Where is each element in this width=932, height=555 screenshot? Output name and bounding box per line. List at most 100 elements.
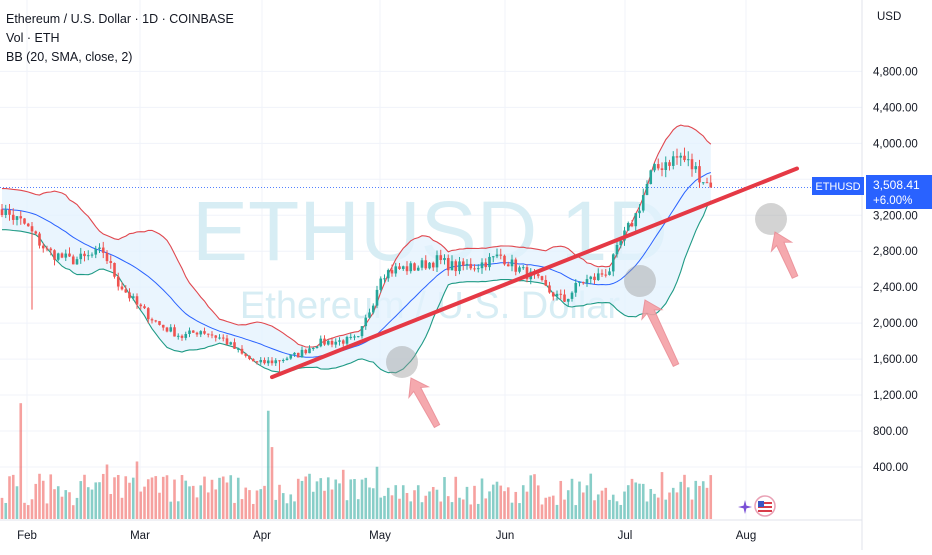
volume-bar — [124, 476, 128, 519]
candle — [611, 254, 615, 272]
volume-bar — [218, 477, 221, 519]
volume-bar — [296, 478, 300, 519]
volume-bars — [0, 403, 713, 519]
volume-bar — [686, 487, 690, 519]
volume-bar — [608, 499, 611, 519]
bb-upper — [2, 124, 712, 348]
volume-bar — [593, 500, 596, 519]
volume-bar — [555, 504, 559, 519]
volume-bar — [420, 502, 424, 519]
volume-bar — [19, 403, 23, 519]
candle — [308, 348, 311, 354]
candle — [263, 359, 266, 364]
candle — [150, 319, 154, 321]
arrow-annotation — [641, 299, 680, 367]
candle — [180, 335, 184, 338]
candle — [536, 274, 540, 277]
candle — [146, 308, 150, 320]
volume-bar — [64, 490, 68, 519]
volume-bar — [600, 490, 604, 519]
volume-bar — [4, 502, 8, 519]
legend-bollinger[interactable]: BB (20, SMA, close, 2) — [6, 50, 133, 64]
volume-bar — [698, 485, 701, 519]
volume-bar — [173, 479, 176, 519]
volume-bar — [259, 489, 263, 519]
candle — [113, 262, 116, 277]
candle — [596, 273, 600, 281]
bb-basis — [2, 172, 711, 358]
candle — [653, 164, 656, 171]
candle — [323, 338, 326, 345]
volume-bar — [150, 477, 154, 519]
candle — [608, 271, 611, 275]
candle — [566, 298, 570, 302]
volume-bar — [255, 490, 259, 519]
volume-bar — [188, 486, 191, 519]
volume-bar — [705, 487, 709, 519]
volume-bar — [308, 473, 311, 519]
volume-bar — [225, 482, 229, 519]
volume-bar — [8, 476, 11, 519]
volume-bar — [514, 491, 518, 519]
legend-title[interactable]: Ethereum / U.S. Dollar · 1D · COINBASE — [6, 12, 234, 26]
candle — [465, 263, 469, 266]
candle — [641, 195, 645, 211]
volume-bar — [645, 501, 649, 519]
candle — [499, 254, 503, 256]
volume-bar — [15, 486, 19, 519]
arrow-annotation — [408, 377, 441, 429]
volume-bar — [165, 475, 169, 519]
annotations — [270, 166, 799, 429]
y-tick-label: 3,200.00 — [873, 210, 918, 222]
candle — [424, 260, 428, 269]
flag-badge-icon[interactable] — [754, 495, 776, 522]
candle — [229, 342, 233, 345]
volume-bar — [683, 474, 686, 519]
legend-volume[interactable]: Vol · ETH — [6, 31, 60, 45]
candle — [165, 327, 169, 332]
volume-bar — [589, 473, 593, 519]
candle — [675, 156, 679, 158]
candle — [491, 256, 495, 258]
candle — [581, 282, 585, 284]
candle — [615, 245, 619, 255]
candle — [289, 354, 293, 359]
bb-lower — [2, 200, 712, 374]
volume-bar — [338, 483, 341, 519]
candle — [383, 278, 386, 280]
candle — [143, 306, 146, 309]
volume-bar — [668, 492, 671, 519]
volume-bar — [53, 489, 56, 519]
candle — [176, 335, 180, 337]
candle — [86, 255, 90, 257]
volume-bar — [548, 496, 551, 519]
candle — [274, 360, 278, 364]
volume-bar — [563, 499, 566, 519]
volume-bar — [653, 493, 656, 519]
candle — [446, 258, 450, 271]
y-tick-label: 400.00 — [873, 462, 908, 474]
volume-bar — [615, 501, 619, 519]
candle — [341, 340, 345, 344]
volume-bar — [79, 481, 83, 519]
candle — [326, 340, 330, 345]
sparkle-icon[interactable] — [738, 500, 752, 519]
volume-bar — [566, 490, 570, 519]
candle — [90, 254, 94, 256]
volume-bar — [263, 485, 266, 519]
volume-bar — [101, 473, 105, 519]
candle — [135, 296, 139, 305]
volume-bar — [488, 491, 491, 519]
candle — [454, 261, 458, 272]
volume-bar — [278, 484, 281, 519]
candle — [645, 184, 649, 196]
volume-bar — [491, 484, 495, 519]
y-tick-label: 4,400.00 — [873, 102, 918, 114]
x-tick-label: Apr — [253, 530, 271, 542]
y-tick-label: 1,200.00 — [873, 390, 918, 402]
candle — [154, 320, 158, 322]
currency-label[interactable]: USD — [877, 11, 902, 23]
volume-bar — [353, 479, 356, 519]
candle — [109, 261, 113, 263]
